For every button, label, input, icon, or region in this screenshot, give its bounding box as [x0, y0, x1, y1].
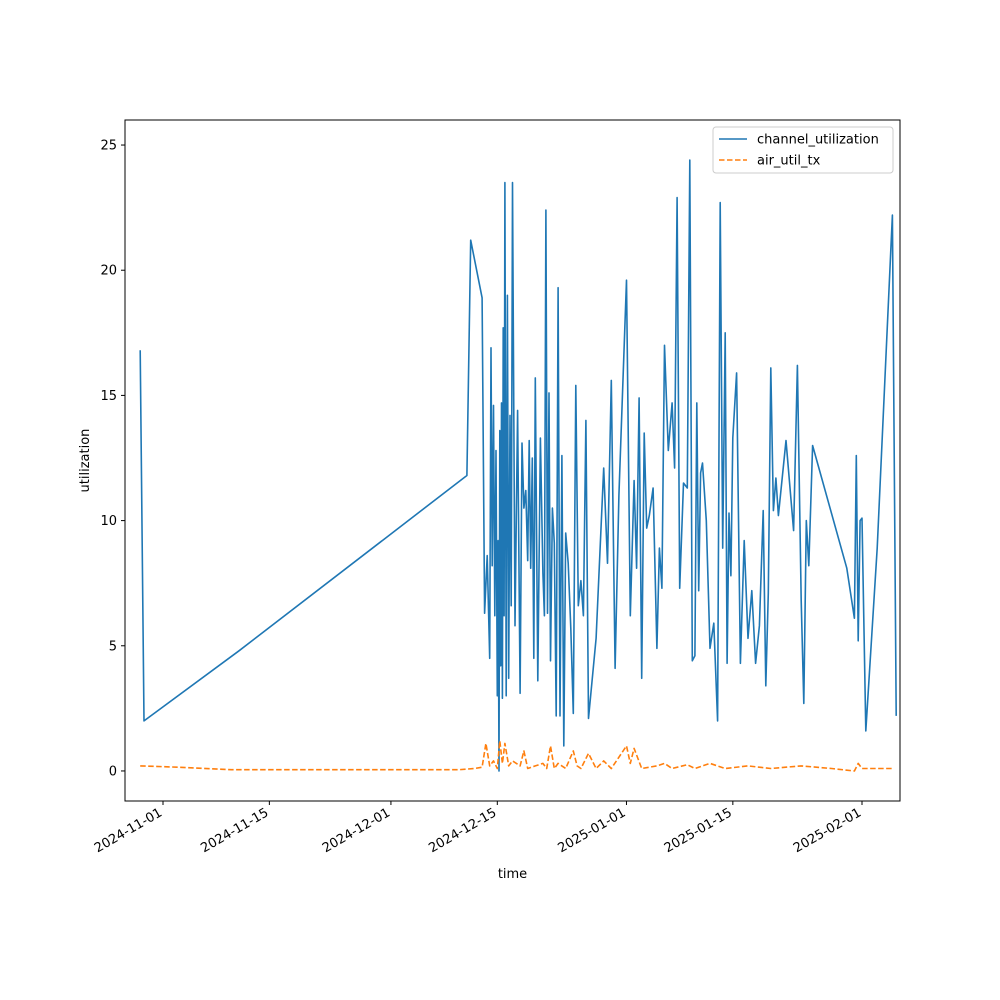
series-line-channel-utilization: [139, 159, 897, 772]
x-tick-label: 2025-02-01: [791, 805, 864, 856]
series-layer: [139, 159, 897, 772]
y-tick-label: 25: [100, 139, 117, 154]
plot-frame: [124, 119, 901, 802]
y-tick-label: 5: [109, 639, 117, 654]
x-tick-label: 2024-11-01: [92, 805, 165, 856]
x-tick-label: 2025-01-01: [556, 805, 629, 856]
x-tick-label: 2025-01-15: [662, 805, 735, 856]
y-axis-label: utilization: [78, 429, 93, 493]
y-tick-label: 0: [109, 764, 117, 779]
legend-box: [712, 126, 894, 174]
x-axis-label: time: [498, 867, 527, 882]
y-tick-label: 20: [100, 264, 117, 279]
y-tick-label: 15: [100, 389, 117, 404]
legend-label-channel-utilization: channel_utilization: [757, 133, 879, 148]
legend: channel_utilization air_util_tx: [712, 126, 894, 174]
x-tick-label: 2024-12-15: [426, 805, 499, 856]
x-tick-label: 2024-11-15: [198, 805, 271, 856]
x-tick-label: 2024-12-01: [320, 805, 393, 856]
y-tick-label: 10: [100, 514, 117, 529]
series-line-air-util-tx: [140, 740, 893, 772]
legend-label-air-util-tx: air_util_tx: [757, 154, 821, 169]
